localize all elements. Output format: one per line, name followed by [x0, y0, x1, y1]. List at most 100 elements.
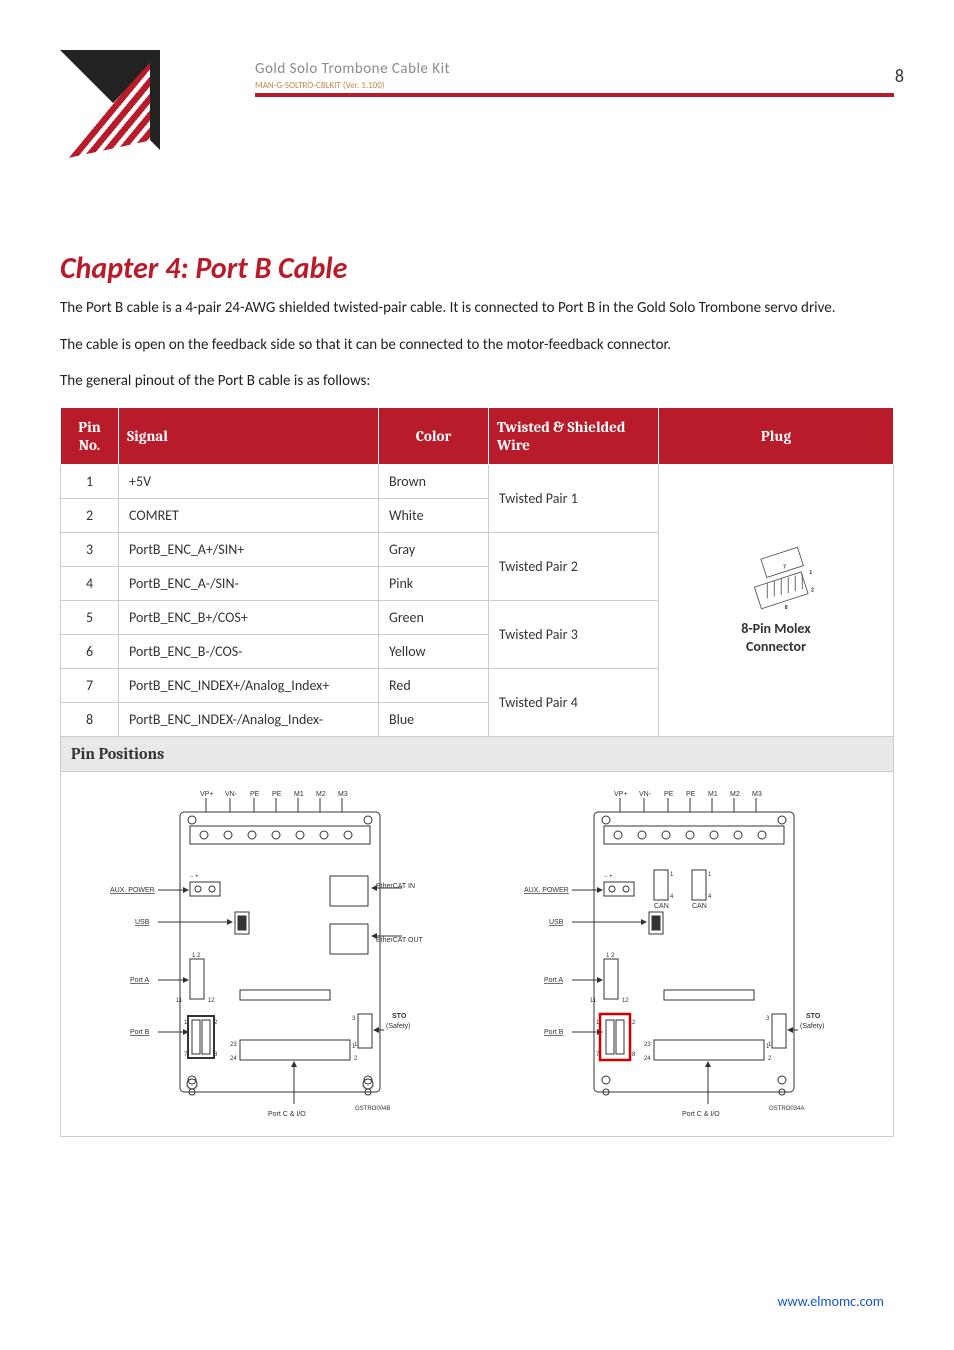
- cell-twisted: Twisted Pair 2: [489, 532, 659, 600]
- svg-text:11: 11: [176, 998, 183, 1004]
- svg-text:PE: PE: [664, 791, 674, 798]
- cell-pin: 7: [61, 668, 119, 702]
- cell-color: Pink: [379, 566, 489, 600]
- svg-text:4: 4: [670, 894, 674, 900]
- table-header-row: Pin No. Signal Color Twisted & Shielded …: [61, 407, 894, 464]
- svg-text:4: 4: [708, 894, 712, 900]
- paragraph-2: The cable is open on the feedback side s…: [60, 334, 894, 357]
- svg-text:3: 3: [766, 1016, 770, 1022]
- cell-plug: 1 2 8 7 8-Pin Molex Connector: [659, 464, 894, 736]
- cell-color: White: [379, 498, 489, 532]
- cell-signal: PortB_ENC_A-/SIN-: [119, 566, 379, 600]
- svg-text:Port A: Port A: [544, 977, 563, 984]
- cell-color: Blue: [379, 702, 489, 736]
- pinout-table: Pin No. Signal Color Twisted & Shielded …: [60, 407, 894, 737]
- svg-text:− +: − +: [190, 874, 199, 880]
- svg-text:1: 1: [354, 1042, 358, 1048]
- svg-text:PE: PE: [686, 791, 696, 798]
- paragraph-3: The general pinout of the Port B cable i…: [60, 370, 894, 393]
- svg-text:PE: PE: [272, 791, 282, 798]
- svg-text:VN-: VN-: [639, 791, 652, 798]
- cell-color: Brown: [379, 464, 489, 498]
- diagram-row: VP+ VN- PE PE M1 M2 M3: [60, 772, 894, 1137]
- cell-signal: PortB_ENC_B-/COS-: [119, 634, 379, 668]
- th-twisted: Twisted & Shielded Wire: [489, 407, 659, 464]
- cell-pin: 1: [61, 464, 119, 498]
- svg-text:Port B: Port B: [130, 1029, 150, 1036]
- chapter-heading: Chapter 4: Port B Cable: [60, 250, 894, 287]
- plug-label-2: Connector: [746, 638, 806, 655]
- diagram-right: VP+ VN- PE PE M1 M2 M3: [487, 784, 881, 1124]
- svg-text:2: 2: [811, 587, 814, 593]
- svg-text:1: 1: [670, 872, 674, 878]
- header-text-block: Gold Solo Trombone Cable Kit MAN-G-SOLTR…: [255, 60, 894, 97]
- svg-text:24: 24: [644, 1056, 651, 1062]
- svg-text:CAN: CAN: [692, 903, 707, 910]
- svg-text:8: 8: [785, 605, 788, 611]
- cell-signal: COMRET: [119, 498, 379, 532]
- svg-text:VN-: VN-: [225, 791, 238, 798]
- svg-text:2: 2: [768, 1056, 772, 1062]
- svg-text:Port B: Port B: [544, 1029, 564, 1036]
- plug-label-1: 8-Pin Molex: [741, 620, 810, 637]
- doc-title: Gold Solo Trombone Cable Kit: [255, 60, 894, 78]
- svg-text:EtherCAT OUT: EtherCAT OUT: [376, 937, 424, 944]
- cell-twisted: Twisted Pair 4: [489, 668, 659, 736]
- svg-text:1: 1: [768, 1042, 772, 1048]
- svg-text:8: 8: [632, 1052, 636, 1058]
- svg-text:24: 24: [230, 1056, 237, 1062]
- cell-signal: +5V: [119, 464, 379, 498]
- svg-text:1 2: 1 2: [192, 953, 201, 959]
- svg-text:2: 2: [354, 1056, 358, 1062]
- cell-pin: 6: [61, 634, 119, 668]
- svg-text:Port A: Port A: [130, 977, 149, 984]
- svg-text:− +: − +: [604, 874, 613, 880]
- svg-text:23: 23: [230, 1042, 237, 1048]
- page-number: 8: [895, 65, 904, 87]
- cell-pin: 3: [61, 532, 119, 566]
- th-pin: Pin No.: [61, 407, 119, 464]
- cell-pin: 8: [61, 702, 119, 736]
- cell-signal: PortB_ENC_INDEX+/Analog_Index+: [119, 668, 379, 702]
- cell-twisted: Twisted Pair 1: [489, 464, 659, 532]
- cell-pin: 4: [61, 566, 119, 600]
- svg-text:M1: M1: [708, 791, 718, 798]
- th-color: Color: [379, 407, 489, 464]
- svg-text:23: 23: [644, 1042, 651, 1048]
- svg-text:(Safety): (Safety): [800, 1023, 825, 1030]
- page-header: Gold Solo Trombone Cable Kit MAN-G-SOLTR…: [60, 60, 894, 160]
- svg-text:VP+: VP+: [614, 791, 627, 798]
- cell-color: Green: [379, 600, 489, 634]
- cell-pin: 5: [61, 600, 119, 634]
- cell-signal: PortB_ENC_INDEX-/Analog_Index-: [119, 702, 379, 736]
- svg-text:1 2: 1 2: [606, 953, 615, 959]
- paragraph-1: The Port B cable is a 4-pair 24-AWG shie…: [60, 297, 894, 320]
- svg-text:M3: M3: [752, 791, 762, 798]
- svg-text:3: 3: [352, 1016, 356, 1022]
- svg-text:GSTRO004B: GSTRO004B: [355, 1106, 390, 1112]
- svg-text:11: 11: [590, 998, 597, 1004]
- th-signal: Signal: [119, 407, 379, 464]
- cell-pin: 2: [61, 498, 119, 532]
- svg-text:1: 1: [809, 570, 812, 576]
- svg-text:2: 2: [632, 1020, 636, 1026]
- footer-link[interactable]: www.elmomc.com: [777, 1293, 884, 1310]
- svg-text:M2: M2: [730, 791, 740, 798]
- cell-signal: PortB_ENC_A+/SIN+: [119, 532, 379, 566]
- svg-text:STO: STO: [392, 1013, 407, 1020]
- svg-text:USB: USB: [135, 919, 150, 926]
- svg-text:AUX. POWER: AUX. POWER: [524, 887, 569, 894]
- table-row: 1 +5V Brown Twisted Pair 1 1: [61, 464, 894, 498]
- svg-text:1: 1: [708, 872, 712, 878]
- molex-connector-icon: 1 2 8 7: [731, 544, 821, 614]
- cell-signal: PortB_ENC_B+/COS+: [119, 600, 379, 634]
- diagram-left: VP+ VN- PE PE M1 M2 M3: [73, 784, 467, 1124]
- svg-text:PE: PE: [250, 791, 260, 798]
- cell-twisted: Twisted Pair 3: [489, 600, 659, 668]
- svg-text:VP+: VP+: [200, 791, 213, 798]
- svg-text:8: 8: [214, 1052, 218, 1058]
- svg-text:STO: STO: [806, 1013, 821, 1020]
- cell-color: Yellow: [379, 634, 489, 668]
- svg-text:2: 2: [214, 1020, 218, 1026]
- svg-text:12: 12: [622, 998, 629, 1004]
